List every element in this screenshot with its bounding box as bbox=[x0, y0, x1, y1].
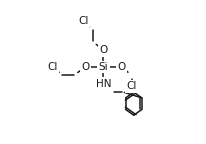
Text: HN: HN bbox=[95, 78, 111, 89]
Text: Si: Si bbox=[98, 62, 108, 72]
Text: O: O bbox=[81, 62, 89, 72]
Text: Cl: Cl bbox=[78, 16, 88, 26]
Text: Cl: Cl bbox=[47, 62, 58, 72]
Text: Cl: Cl bbox=[126, 81, 136, 91]
Text: O: O bbox=[117, 62, 125, 72]
Text: O: O bbox=[99, 45, 107, 55]
